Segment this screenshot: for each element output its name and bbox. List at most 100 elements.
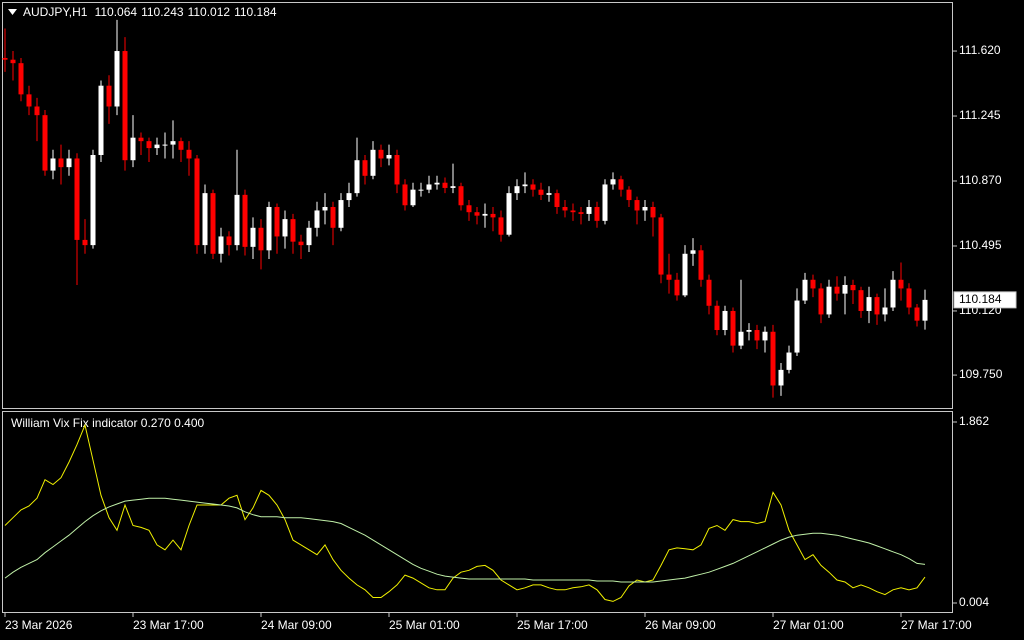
candle-body (874, 297, 880, 315)
candle-body (842, 284, 848, 294)
candle-body (314, 210, 320, 228)
low-value: 110.012 (188, 5, 231, 19)
price-pane (2, 2, 953, 409)
candle-body (298, 241, 304, 246)
candle-body (242, 194, 248, 247)
candle-body (122, 51, 128, 161)
candle-body (626, 189, 632, 201)
candle-body (266, 206, 272, 251)
candle-body (218, 236, 224, 254)
candle-body (146, 141, 152, 149)
x-tick-label: 23 Mar 17:00 (133, 618, 204, 632)
candle-body (282, 219, 288, 237)
candle-body (434, 182, 440, 185)
candle-body (306, 227, 312, 246)
candle-body (90, 155, 96, 246)
candle-body (442, 182, 448, 188)
candle-body (890, 279, 896, 308)
candle-body (130, 137, 136, 161)
candle-body (722, 310, 728, 331)
candle-body (554, 193, 560, 207)
candle-body (538, 189, 544, 195)
indicator-line (4, 497, 926, 583)
candle-body (98, 85, 104, 156)
indicator-line (4, 423, 926, 602)
candle-body (770, 331, 776, 386)
candle-body (794, 300, 800, 353)
candle-body (618, 179, 624, 190)
candle-body (922, 299, 928, 321)
candle-body (762, 331, 768, 341)
x-tick-label: 23 Mar 2026 (5, 618, 73, 632)
candle-body (386, 155, 392, 159)
candle-body (850, 284, 856, 291)
candle-body (426, 184, 432, 190)
candle-body (18, 63, 24, 95)
x-tick-label: 27 Mar 17:00 (901, 618, 972, 632)
x-tick-label: 24 Mar 09:00 (261, 618, 332, 632)
x-tick-label: 25 Mar 01:00 (389, 618, 460, 632)
candle-body (154, 144, 160, 149)
candle-body (394, 155, 400, 185)
candle-body (562, 206, 568, 211)
candle-body (58, 158, 64, 168)
candle-body (370, 149, 376, 176)
candle-body (746, 330, 752, 332)
high-value: 110.243 (141, 5, 184, 19)
candle-body (330, 206, 336, 228)
candle-body (882, 307, 888, 315)
candle-body (610, 179, 616, 185)
candle-body (378, 149, 384, 159)
x-tick-label: 25 Mar 17:00 (517, 618, 588, 632)
close-value: 110.184 (234, 5, 277, 19)
y-tick-label: 110.870 (959, 173, 1002, 187)
candle-body (578, 212, 584, 214)
y-tick-label: 110.495 (959, 238, 1002, 252)
candle-body (738, 331, 744, 346)
candle-body (402, 184, 408, 206)
candle-body (250, 227, 256, 247)
candle-body (914, 307, 920, 321)
current-price-box (953, 291, 1017, 309)
candle-body (682, 253, 688, 296)
candle-body (186, 149, 192, 159)
symbol: AUDJPY,H1 (23, 5, 88, 19)
candle-body (482, 213, 488, 216)
candle-body (66, 158, 72, 168)
y-tick-label: 0.004 (959, 595, 989, 609)
candle-body (2, 57, 8, 60)
candle-body (818, 288, 824, 315)
candle-body (514, 186, 520, 194)
x-tick-label: 27 Mar 01:00 (773, 618, 844, 632)
candle-body (522, 184, 528, 187)
candle-body (234, 194, 240, 246)
candle-body (162, 144, 168, 146)
candle-body (866, 297, 872, 311)
candle-body (714, 305, 720, 331)
menu-arrow[interactable] (8, 9, 17, 15)
candle-body (138, 137, 144, 142)
candle-body (42, 115, 48, 171)
indicator-pane (2, 411, 953, 613)
y-tick-label: 111.245 (959, 108, 1001, 122)
candle-body (210, 193, 216, 254)
candle-body (274, 206, 280, 237)
candle-body (178, 141, 184, 150)
candle-body (362, 160, 368, 176)
candle-body (530, 184, 536, 190)
candle-body (730, 310, 736, 346)
candle-body (666, 274, 672, 280)
candle-body (810, 279, 816, 289)
candle-body (826, 286, 832, 315)
candle-body (642, 206, 648, 211)
indicator-title: William Vix Fix indicator 0.270 0.400 (11, 416, 205, 430)
candle-body (546, 193, 552, 195)
candle-body (26, 94, 32, 107)
candle-body (258, 227, 264, 251)
candle-body (290, 219, 296, 242)
candle-body (34, 106, 40, 116)
candle-body (194, 158, 200, 246)
candle-body (706, 279, 712, 306)
